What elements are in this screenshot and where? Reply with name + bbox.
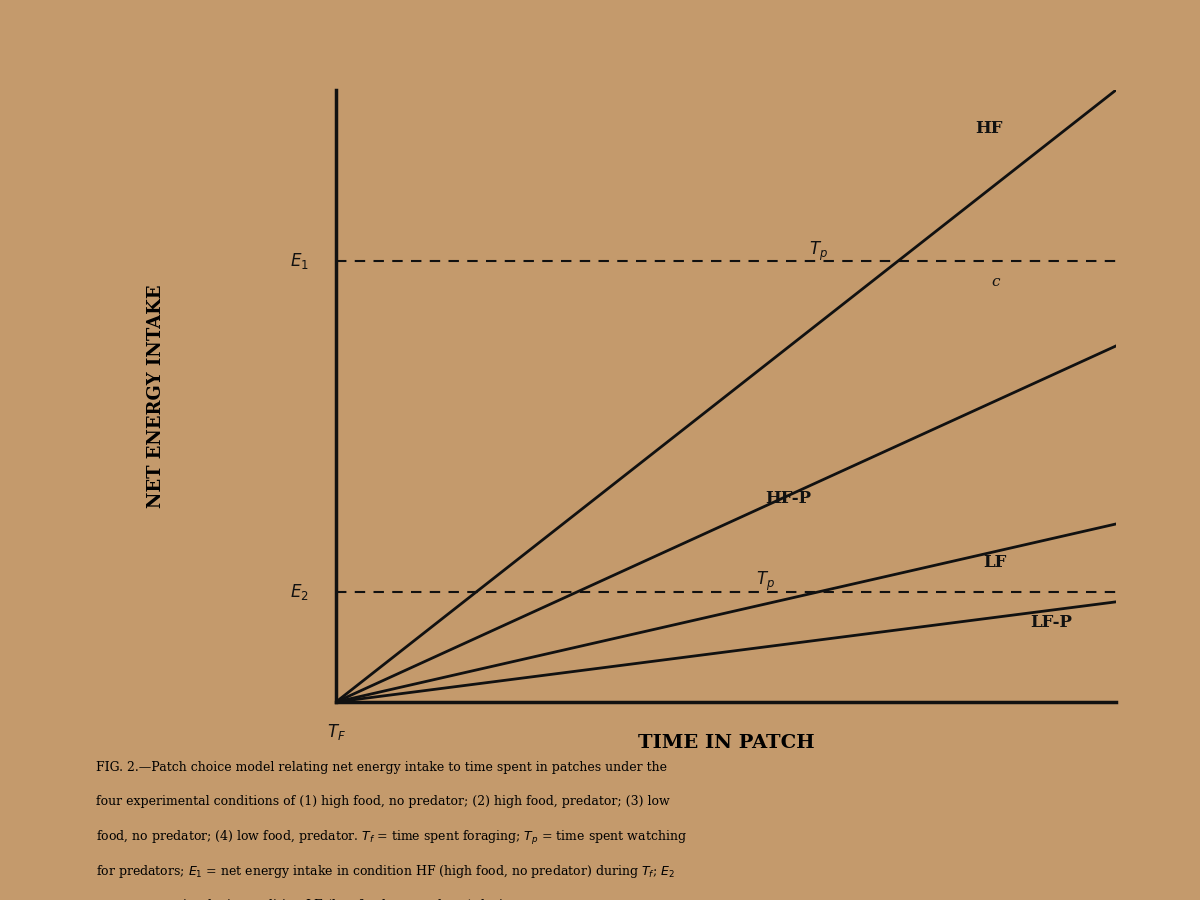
Text: food, no predator; (4) low food, predator. $T_f$ = time spent foraging; $T_p$ = : food, no predator; (4) low food, predato… xyxy=(96,829,686,847)
Text: $T_F$: $T_F$ xyxy=(326,722,346,742)
Text: TIME IN PATCH: TIME IN PATCH xyxy=(637,734,815,752)
Text: four experimental conditions of (1) high food, no predator; (2) high food, preda: four experimental conditions of (1) high… xyxy=(96,795,670,807)
Text: for predators; $E_1$ = net energy intake in condition HF (high food, no predator: for predators; $E_1$ = net energy intake… xyxy=(96,863,674,880)
Text: $T_p$: $T_p$ xyxy=(809,239,828,263)
Text: = net energy intake in condition LF (low food, no predator) during $T_f$.: = net energy intake in condition LF (low… xyxy=(96,897,539,900)
Text: LF: LF xyxy=(984,554,1007,572)
Text: FIG. 2.—Patch choice model relating net energy intake to time spent in patches u: FIG. 2.—Patch choice model relating net … xyxy=(96,760,667,773)
Text: LF-P: LF-P xyxy=(1030,614,1072,631)
Text: $T_p$: $T_p$ xyxy=(756,570,774,593)
Text: $E_2$: $E_2$ xyxy=(290,581,308,602)
Text: $E_1$: $E_1$ xyxy=(290,251,308,272)
Text: HF: HF xyxy=(976,120,1003,137)
Text: HF-P: HF-P xyxy=(766,490,811,507)
Text: c: c xyxy=(991,274,1000,289)
Text: NET ENERGY INTAKE: NET ENERGY INTAKE xyxy=(148,284,166,508)
